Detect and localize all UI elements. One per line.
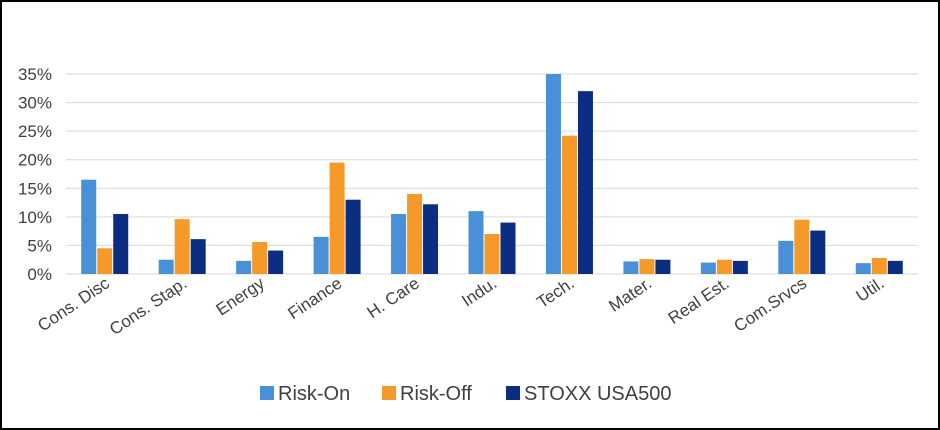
bars (81, 74, 903, 275)
bar-risk-on-1 (158, 259, 174, 274)
bar-stoxx-usa500-3 (345, 199, 361, 274)
bar-stoxx-usa500-7 (655, 259, 671, 274)
x-category-label: Util. (853, 274, 888, 306)
bar-risk-off-1 (174, 219, 190, 274)
y-tick-label: 0% (27, 265, 52, 284)
bar-risk-on-8 (700, 262, 716, 274)
bar-risk-on-10 (855, 263, 871, 274)
y-axis-ticks: 0% 5% 10% 15% 20% 25% 30% 35% (18, 65, 52, 284)
x-category-label: Indu. (458, 274, 500, 311)
x-category-label: Com.Srvcs (731, 274, 811, 336)
bar-risk-on-3 (313, 236, 329, 274)
bar-risk-off-5 (484, 234, 500, 274)
y-tick-label: 5% (27, 236, 52, 255)
bar-stoxx-usa500-9 (810, 230, 826, 274)
y-tick-label: 35% (18, 65, 52, 84)
bar-risk-on-6 (545, 74, 561, 274)
bar-risk-off-10 (871, 258, 887, 274)
y-tick-label: 20% (18, 151, 52, 170)
bar-risk-on-7 (623, 261, 639, 274)
bar-stoxx-usa500-5 (500, 222, 516, 274)
bar-stoxx-usa500-0 (113, 214, 129, 274)
legend: Risk-On Risk-Off STOXX USA500 (260, 383, 671, 405)
legend-label: STOXX USA500 (524, 383, 671, 405)
bar-risk-on-5 (468, 211, 484, 274)
bar-stoxx-usa500-10 (887, 260, 903, 274)
bar-stoxx-usa500-8 (732, 260, 748, 274)
bar-stoxx-usa500-2 (268, 250, 284, 274)
y-tick-label: 25% (18, 122, 52, 141)
legend-swatch-stoxx-usa500 (506, 386, 520, 400)
bar-risk-off-6 (561, 135, 577, 274)
bar-risk-off-7 (639, 259, 655, 274)
bar-risk-off-3 (329, 162, 345, 274)
bar-risk-off-2 (252, 242, 268, 274)
y-tick-label: 10% (18, 208, 52, 227)
bar-risk-on-0 (81, 179, 97, 274)
y-tick-label: 15% (18, 179, 52, 198)
x-category-label: Tech. (533, 274, 577, 312)
bar-stoxx-usa500-6 (577, 91, 593, 275)
x-category-label: Energy (213, 273, 269, 319)
x-category-label: H. Care (364, 274, 423, 323)
legend-swatch-risk-off (382, 386, 396, 400)
x-category-label: Cons. Stap. (106, 274, 190, 339)
bar-risk-off-9 (794, 219, 810, 274)
bar-risk-on-2 (236, 260, 252, 274)
x-category-label: Finance (285, 274, 346, 324)
legend-swatch-risk-on (260, 386, 274, 400)
bar-risk-off-0 (97, 248, 113, 274)
bar-stoxx-usa500-1 (190, 239, 206, 274)
x-category-label: Real Est. (665, 274, 733, 328)
bar-risk-off-8 (716, 259, 732, 274)
bar-risk-on-4 (391, 214, 407, 274)
legend-label: Risk-On (278, 383, 350, 405)
x-category-label: Mater. (605, 274, 655, 316)
legend-label: Risk-Off (400, 383, 472, 405)
bar-stoxx-usa500-4 (423, 204, 439, 274)
gridlines (66, 73, 918, 275)
bar-risk-on-9 (778, 240, 794, 274)
y-tick-label: 30% (18, 94, 52, 113)
bar-risk-off-4 (407, 194, 423, 274)
